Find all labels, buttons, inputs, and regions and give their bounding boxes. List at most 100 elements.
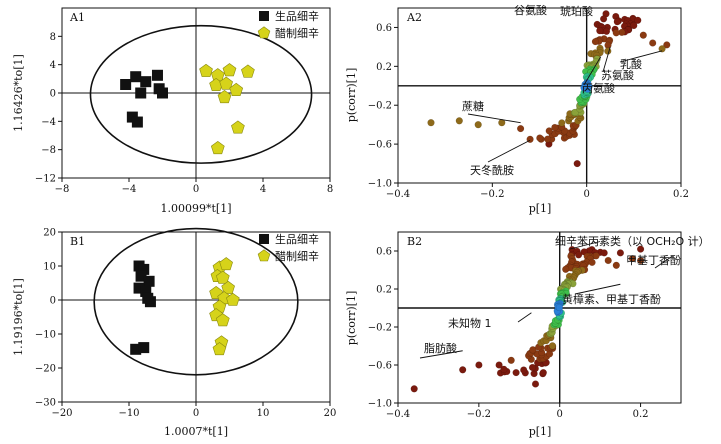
y-tick-label: −1.0 [368, 179, 392, 190]
y-tick-label: −20 [35, 364, 56, 375]
confidence-ellipse [89, 24, 313, 164]
x-tick-label: −0.2 [467, 409, 491, 420]
annotation-label: 黄樟素、甲基丁香酚 [562, 292, 661, 306]
x-axis-label: p[1] [529, 425, 552, 438]
y-axis-label: 1.19196*to[1] [12, 278, 25, 356]
data-point-pentagon [219, 76, 233, 90]
x-tick-label: 0 [193, 184, 199, 195]
loading-point [528, 363, 537, 372]
data-point-square [142, 292, 154, 304]
loading-point [516, 125, 525, 133]
x-tick-label: 0 [583, 189, 589, 200]
panel-label: A1 [69, 11, 85, 24]
panel-label: A2 [406, 11, 422, 24]
annotation-leader [619, 50, 663, 63]
y-tick-label: 0.2 [376, 62, 392, 73]
data-point-pentagon [199, 63, 213, 77]
annotation-label: 甲基丁香酚 [626, 253, 681, 267]
annotation-leader [419, 350, 463, 359]
y-tick-label: 0 [50, 89, 56, 100]
data-point-square [138, 342, 150, 354]
x-tick-label: 0.2 [673, 189, 689, 200]
annotation-label: 丙氨酸 [582, 81, 615, 95]
loading-point [636, 245, 645, 253]
loading-point [612, 29, 620, 37]
loading-point [520, 366, 528, 374]
y-axis-label: p(corr)[1] [345, 68, 358, 123]
annotation-leader [574, 283, 621, 295]
annotation-leader [602, 46, 611, 73]
panel-a1: A1 1.00099*t[1] 1.16426*to[1] −8 −4 0 4 8 8 4 0… [12, 7, 333, 215]
y-tick-label: 10 [43, 262, 56, 273]
panel-a2: A2 p[1] p(corr)[1] −0.4 −0.2 0 0.2 0.6 0.2 −0.… [345, 3, 689, 215]
data-point-pentagon [231, 120, 245, 134]
data-point-pentagon [229, 82, 244, 96]
legend-label: 醋制细辛 [275, 26, 319, 40]
loading-point [500, 365, 508, 373]
loading-point [596, 27, 604, 35]
annotation-leader [583, 56, 602, 86]
annotation-leader [569, 241, 601, 250]
y-tick-label: 20 [43, 228, 56, 239]
y-tick-label: −1.0 [368, 399, 392, 410]
annotation-label: 未知物 1 [448, 316, 492, 330]
y-tick-label: −10 [35, 330, 56, 341]
loading-point [562, 265, 570, 273]
loading-point [573, 160, 581, 168]
data-point-square [157, 87, 168, 99]
x-tick-label: −0.4 [386, 189, 410, 200]
data-point-square [133, 282, 145, 294]
loading-point [475, 361, 483, 369]
loading-point [613, 18, 621, 26]
legend-label: 醋制细辛 [275, 249, 319, 263]
y-tick-label: −0.6 [368, 140, 392, 151]
data-point-square [120, 79, 132, 90]
loading-point [634, 16, 642, 24]
data-point-square [130, 343, 142, 355]
annotation-leader [654, 255, 674, 269]
annotation-label: 琥珀酸 [560, 4, 593, 18]
loading-point [628, 255, 637, 263]
loading-point [548, 342, 557, 350]
loading-point [529, 346, 537, 354]
y-tick-label: 0.6 [376, 23, 392, 34]
x-axis-label: 1.00099*t[1] [161, 202, 232, 215]
y-tick-label: −0.6 [368, 361, 392, 372]
y-tick-label: −0.2 [368, 101, 392, 112]
annotation-label: 谷氨酸 [514, 3, 547, 17]
annotation-label: 苏氨酸 [601, 68, 634, 82]
y-tick-label: −4 [41, 117, 56, 128]
loading-point [600, 249, 608, 257]
data-point-square [135, 270, 147, 282]
data-point-square [140, 76, 152, 88]
data-point-square [151, 69, 163, 81]
annotation-label: 天冬酰胺 [470, 163, 514, 177]
loading-point [531, 380, 540, 388]
data-point-square [131, 116, 143, 128]
panel-label: B1 [70, 235, 85, 248]
loading-point [539, 369, 547, 377]
loading-point [639, 31, 647, 39]
loading-point [558, 119, 566, 127]
loading-point [551, 123, 559, 132]
y-tick-label: −12 [35, 174, 56, 185]
loading-point [427, 119, 435, 127]
loading-point [536, 134, 544, 142]
loading-point [474, 121, 482, 129]
y-tick-label: 0 [50, 296, 56, 307]
loading-point [604, 256, 612, 265]
loading-point [602, 27, 611, 35]
data-point-square [259, 11, 269, 21]
plot-frame [397, 7, 682, 184]
y-tick-label: 0.2 [376, 285, 392, 296]
loading-point [571, 108, 579, 117]
annotation-label: 蔗糖 [462, 99, 484, 113]
data-point-pentagon [217, 90, 232, 104]
loading-point [555, 303, 564, 312]
loading-point [649, 39, 657, 47]
data-point-pentagon [241, 64, 255, 78]
data-point-pentagon [257, 26, 271, 39]
y-tick-label: −0.2 [368, 323, 392, 334]
loading-point [495, 361, 503, 369]
y-tick-label: 0.6 [376, 247, 392, 258]
